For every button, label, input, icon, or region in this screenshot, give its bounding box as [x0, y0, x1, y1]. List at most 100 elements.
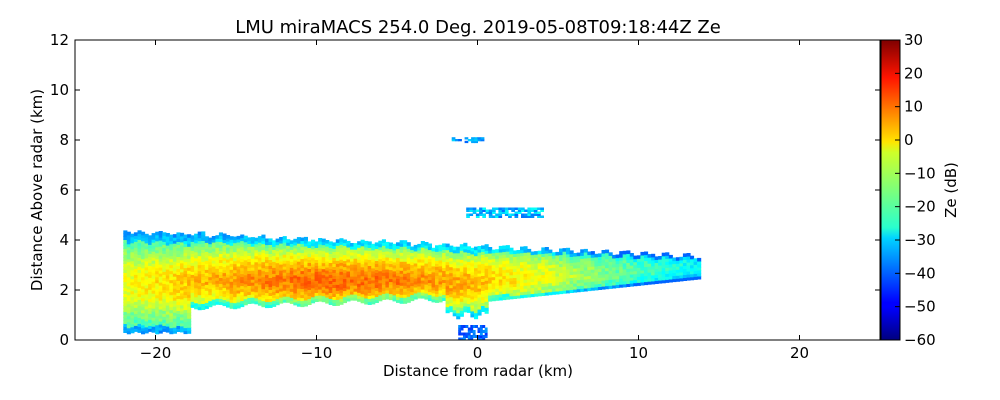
echo-cell	[350, 273, 355, 277]
echo-cell	[654, 259, 659, 263]
echo-cell	[279, 300, 284, 304]
echo-cell	[151, 284, 156, 288]
colorbar-tick-label: 10	[904, 98, 923, 116]
echo-cell	[541, 292, 546, 296]
echo-cell	[257, 257, 262, 261]
echo-cell	[211, 272, 216, 276]
echo-cell	[350, 249, 355, 253]
echo-cell	[474, 309, 479, 314]
echo-cell	[130, 251, 135, 256]
echo-cell	[176, 292, 181, 296]
echo-cell	[275, 298, 280, 303]
echo-cell	[512, 271, 517, 275]
echo-cell	[492, 207, 496, 210]
echo-cell	[201, 237, 206, 241]
echo-cell	[240, 255, 245, 260]
echo-cell	[226, 271, 231, 275]
echo-cell	[261, 261, 266, 266]
echo-cell	[470, 265, 475, 270]
echo-cell	[590, 287, 595, 291]
echo-cell	[647, 260, 652, 264]
echo-cell	[275, 295, 280, 300]
echo-cell	[442, 261, 447, 265]
echo-cell	[690, 258, 695, 263]
echo-cell	[668, 278, 673, 283]
echo-cell	[126, 231, 131, 236]
echo-cell	[151, 290, 156, 294]
echo-cell	[158, 270, 163, 274]
echo-cell	[413, 247, 418, 252]
echo-cell	[467, 330, 471, 333]
echo-cell	[176, 241, 181, 245]
echo-cell	[470, 247, 475, 252]
echo-cell	[682, 256, 687, 260]
echo-cell	[647, 257, 652, 261]
echo-cell	[155, 324, 160, 329]
echo-cell	[357, 277, 362, 281]
echo-cell	[318, 262, 323, 266]
echo-cell	[126, 303, 131, 308]
x-tick-label: 20	[790, 344, 809, 362]
echo-cell	[612, 284, 617, 289]
echo-cell	[597, 277, 602, 281]
echo-cell	[148, 259, 153, 263]
echo-cell	[144, 305, 149, 310]
echo-cell	[293, 253, 298, 258]
echo-cell	[169, 264, 174, 269]
echo-cell	[257, 260, 262, 264]
echo-cell	[504, 213, 509, 216]
echo-cell	[155, 306, 160, 311]
echo-cell	[374, 293, 379, 297]
echo-cell	[495, 285, 500, 289]
echo-cell	[123, 272, 128, 276]
echo-cell	[534, 281, 539, 285]
echo-cell	[247, 279, 252, 283]
echo-cell	[435, 275, 440, 279]
echo-cell	[431, 268, 436, 273]
echo-cell	[449, 272, 454, 277]
echo-cell	[194, 260, 199, 265]
echo-cell	[534, 269, 539, 273]
echo-cell	[151, 278, 156, 282]
echo-cell	[555, 269, 560, 274]
echo-cell	[144, 296, 149, 301]
echo-cell	[311, 254, 316, 259]
echo-cell	[272, 294, 277, 298]
echo-cell	[403, 267, 408, 271]
echo-cell	[268, 271, 273, 275]
echo-cell	[190, 247, 195, 251]
echo-cell	[459, 301, 464, 305]
echo-cell	[690, 261, 695, 266]
echo-cell	[474, 300, 479, 305]
echo-cell	[466, 261, 471, 265]
echo-cell	[293, 289, 298, 294]
echo-cell	[470, 289, 475, 294]
echo-cell	[169, 249, 174, 254]
echo-cell	[693, 276, 698, 280]
echo-cell	[215, 259, 220, 263]
echo-cell	[477, 249, 482, 253]
echo-cell	[672, 278, 677, 283]
echo-cell	[211, 239, 216, 243]
echo-cell	[158, 234, 163, 238]
echo-cell	[311, 275, 316, 280]
echo-cell	[208, 279, 213, 284]
echo-cell	[233, 287, 238, 292]
echo-cell	[456, 315, 461, 320]
echo-cell	[403, 252, 408, 256]
echo-cell	[155, 234, 160, 239]
echo-cell	[456, 312, 461, 317]
echo-cell	[693, 261, 698, 265]
echo-cell	[612, 275, 617, 280]
echo-cell	[392, 279, 397, 284]
echo-cell	[141, 243, 146, 248]
echo-cell	[580, 267, 585, 271]
echo-cell	[275, 247, 280, 252]
echo-cell	[480, 139, 485, 142]
echo-cell	[686, 268, 691, 272]
echo-cell	[516, 292, 521, 296]
echo-cell	[431, 283, 436, 288]
echo-cell	[470, 327, 474, 331]
echo-cell	[548, 270, 553, 275]
echo-cell	[218, 298, 223, 302]
